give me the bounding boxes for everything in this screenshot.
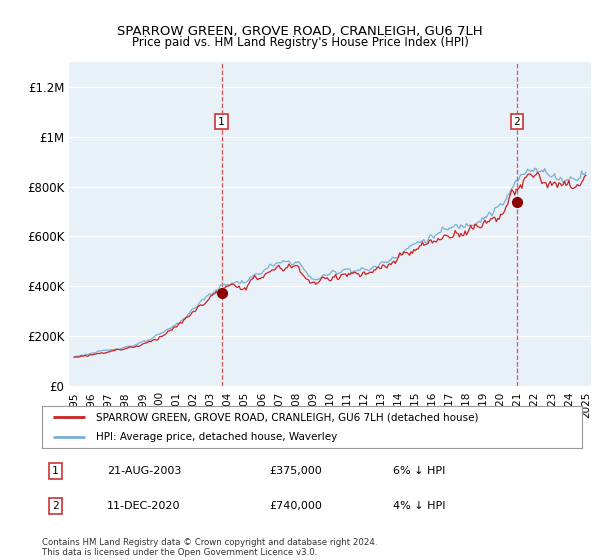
Text: 21-AUG-2003: 21-AUG-2003 xyxy=(107,466,181,476)
Text: 11-DEC-2020: 11-DEC-2020 xyxy=(107,501,181,511)
Text: 1: 1 xyxy=(52,466,59,476)
Text: SPARROW GREEN, GROVE ROAD, CRANLEIGH, GU6 7LH: SPARROW GREEN, GROVE ROAD, CRANLEIGH, GU… xyxy=(117,25,483,38)
Text: 2: 2 xyxy=(52,501,59,511)
Text: 6% ↓ HPI: 6% ↓ HPI xyxy=(393,466,445,476)
Text: Price paid vs. HM Land Registry's House Price Index (HPI): Price paid vs. HM Land Registry's House … xyxy=(131,36,469,49)
Text: 1: 1 xyxy=(218,116,225,127)
Text: 4% ↓ HPI: 4% ↓ HPI xyxy=(393,501,445,511)
Text: SPARROW GREEN, GROVE ROAD, CRANLEIGH, GU6 7LH (detached house): SPARROW GREEN, GROVE ROAD, CRANLEIGH, GU… xyxy=(96,412,479,422)
Text: £740,000: £740,000 xyxy=(269,501,322,511)
Text: Contains HM Land Registry data © Crown copyright and database right 2024.
This d: Contains HM Land Registry data © Crown c… xyxy=(42,538,377,557)
Text: HPI: Average price, detached house, Waverley: HPI: Average price, detached house, Wave… xyxy=(96,432,337,442)
Text: 2: 2 xyxy=(514,116,520,127)
Text: £375,000: £375,000 xyxy=(269,466,322,476)
